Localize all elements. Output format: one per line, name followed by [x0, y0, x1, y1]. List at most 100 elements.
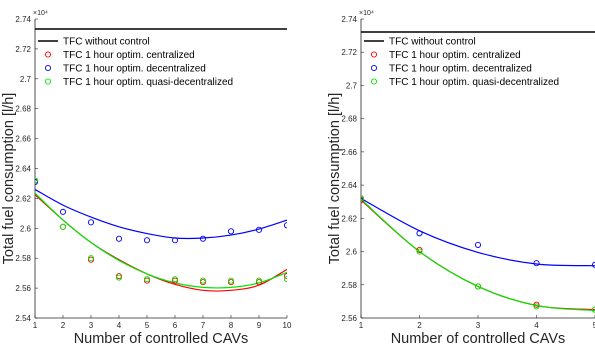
y-tick-label: 2.58: [15, 254, 31, 263]
data-point-series-2: [115, 235, 123, 242]
y-tick-label: 2.7: [20, 75, 32, 84]
legend-swatch-series-2: [370, 64, 378, 72]
y-axis-label: Total fuel consumption [l/h]: [327, 93, 343, 265]
legend-entry-series-2: TFC 1 hour optim. decentralized: [389, 64, 532, 75]
y-tick-label: 2.54: [15, 314, 31, 323]
x-tick-label: 3: [89, 321, 94, 330]
fit-curve-series-3: [361, 198, 595, 312]
legend-swatch-series-2: [44, 64, 52, 72]
chart-panel-right: 2.56 2.58 2.6 2.62 2.64 2.66 2.68 2.7 2.72 2.74×1…: [327, 10, 595, 345]
x-tick-label: 2: [417, 321, 422, 330]
y-tick-label: 2.72: [341, 48, 357, 57]
y-tick-label: 2.74: [15, 15, 31, 24]
x-tick-label: 3: [476, 321, 481, 330]
y-tick-label: 2.68: [341, 115, 357, 124]
y-tick-label: 2.6: [20, 224, 32, 233]
y-tick-label: 2.56: [15, 284, 31, 293]
y-tick-label: 2.62: [341, 214, 357, 223]
fit-curve-series-3: [35, 192, 287, 289]
x-axis-label: Number of controlled CAVs: [74, 331, 249, 345]
data-point-series-2: [416, 230, 423, 237]
data-point-series-2: [283, 222, 287, 229]
x-tick-label: 8: [229, 321, 234, 330]
data-point-series-2: [227, 228, 235, 235]
data-point-series-3: [115, 274, 123, 281]
data-point-series-3: [87, 255, 95, 262]
legend-swatch-series-3: [370, 78, 378, 85]
data-point-series-2: [171, 237, 179, 244]
fit-curve-series-1: [361, 199, 595, 311]
data-point-series-2: [87, 219, 95, 226]
y-tick-label: 2.7: [346, 81, 358, 90]
legend-entry-reference: TFC without control: [389, 37, 476, 48]
legend-entry-series-3: TFC 1 hour optim. quasi-decentralized: [389, 77, 559, 88]
x-tick-label: 1: [33, 321, 38, 330]
x-tick-label: 5: [593, 321, 595, 330]
data-layer: [35, 28, 287, 292]
y-tick-label: 2.62: [15, 194, 31, 203]
data-point-series-3: [533, 303, 540, 310]
x-tick-label: 4: [117, 321, 122, 330]
data-point-series-3: [361, 195, 365, 202]
legend-swatch-series-1: [44, 51, 52, 58]
data-layer: [361, 31, 595, 313]
data-point-series-3: [199, 277, 207, 284]
x-tick-label: 7: [201, 321, 206, 330]
y-tick-label: 2.66: [341, 148, 357, 157]
y-exponent-label: ×10⁴: [359, 10, 374, 17]
y-axis-label: Total fuel consumption [l/h]: [1, 93, 17, 265]
y-tick-label: 2.56: [341, 314, 357, 323]
fit-curve-series-2: [361, 197, 595, 267]
x-tick-label: 9: [257, 321, 262, 330]
y-tick-label: 2.74: [341, 15, 357, 24]
data-point-series-3: [227, 277, 235, 284]
legend-entry-series-2: TFC 1 hour optim. decentralized: [63, 64, 206, 75]
data-point-series-1: [416, 246, 423, 253]
legend-entry-series-3: TFC 1 hour optim. quasi-decentralized: [63, 77, 233, 88]
legend-entry-reference: TFC without control: [63, 37, 150, 48]
x-tick-label: 10: [283, 321, 292, 330]
data-point-series-1: [283, 273, 287, 280]
x-tick-label: 6: [173, 321, 178, 330]
data-point-series-3: [255, 277, 263, 284]
y-tick-label: 2.64: [341, 181, 357, 190]
data-point-series-3: [59, 223, 67, 230]
data-point-series-3: [143, 276, 151, 283]
x-axis-label: Number of controlled CAVs: [391, 331, 566, 345]
data-point-series-2: [474, 241, 482, 248]
data-point-series-3: [474, 283, 482, 290]
legend-entry-series-1: TFC 1 hour optim. centralized: [389, 50, 521, 61]
fit-curve-series-2: [35, 188, 287, 240]
x-tick-label: 2: [61, 321, 66, 330]
y-tick-label: 2.68: [15, 105, 31, 114]
legend: TFC without control TFC 1 hour optim. cen…: [364, 37, 559, 88]
data-point-series-2: [591, 261, 595, 268]
data-point-series-2: [255, 226, 263, 233]
data-point-series-1: [533, 301, 540, 308]
data-point-series-3: [283, 276, 287, 283]
chart-panel-left: 2.54 2.56 2.58 2.6 2.62 2.64 2.66 2.68 2.7 2.72 2.…: [1, 10, 292, 345]
legend: TFC without control TFC 1 hour optim. cen…: [38, 37, 233, 88]
data-point-series-2: [199, 235, 207, 242]
data-point-series-2: [143, 237, 151, 244]
x-tick-label: 5: [145, 321, 150, 330]
legend-entry-series-1: TFC 1 hour optim. centralized: [63, 50, 195, 61]
data-point-series-1: [361, 197, 365, 204]
data-point-series-2: [59, 208, 67, 215]
y-tick-label: 2.58: [341, 281, 357, 290]
data-point-series-3: [171, 276, 179, 283]
y-tick-label: 2.64: [15, 165, 31, 174]
x-tick-label: 1: [359, 321, 364, 330]
y-tick-label: 2.6: [346, 248, 358, 257]
y-tick-label: 2.72: [15, 45, 31, 54]
legend-swatch-series-3: [44, 78, 52, 85]
data-point-series-3: [416, 248, 423, 255]
data-point-series-2: [533, 260, 540, 267]
y-tick-label: 2.66: [15, 135, 31, 144]
x-tick-label: 4: [534, 321, 539, 330]
y-exponent-label: ×10⁴: [33, 10, 48, 17]
legend-swatch-series-1: [370, 51, 378, 58]
data-point-series-3: [35, 177, 39, 184]
data-point-series-3: [591, 306, 595, 313]
